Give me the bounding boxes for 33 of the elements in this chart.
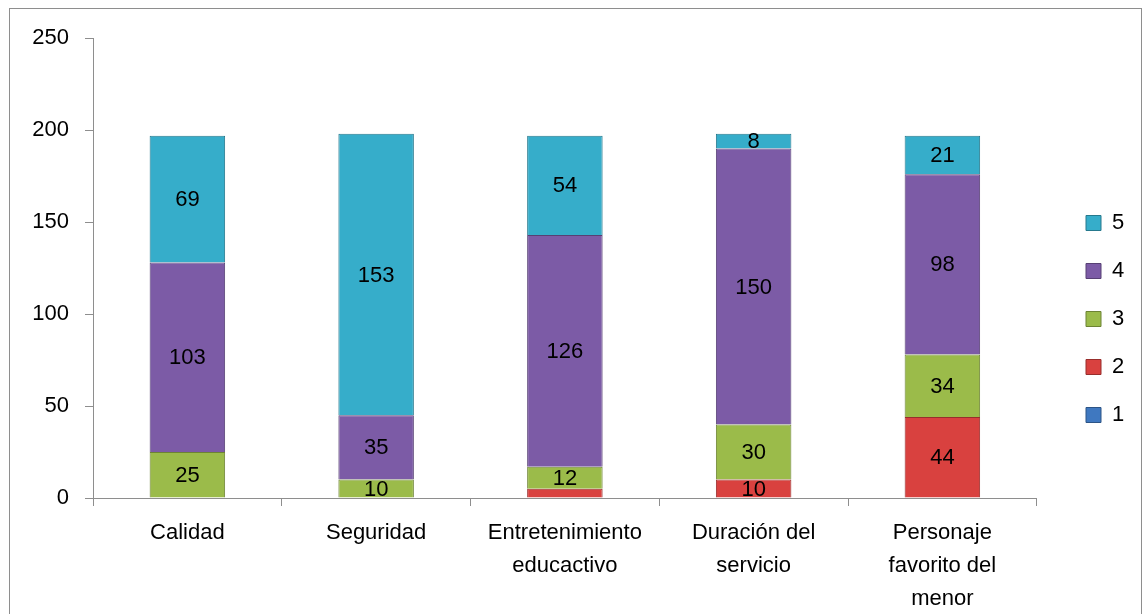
data-label: 8 bbox=[747, 128, 760, 154]
data-label: 10 bbox=[741, 475, 766, 501]
legend-label: 1 bbox=[1112, 401, 1125, 427]
data-label: 150 bbox=[735, 273, 772, 299]
data-label: 12 bbox=[552, 464, 578, 490]
x-tick-label: Seguridad bbox=[325, 518, 427, 544]
x-tick-label: Duración del servicio bbox=[691, 518, 816, 577]
data-label: 54 bbox=[552, 172, 578, 198]
data-label: 25 bbox=[175, 461, 200, 487]
data-label: 126 bbox=[546, 337, 584, 363]
data-label: 30 bbox=[741, 439, 766, 465]
data-label: 21 bbox=[930, 142, 955, 168]
x-tick-label: Entretenimiento educactivo bbox=[487, 518, 642, 577]
y-tick-label: 150 bbox=[32, 208, 69, 234]
data-label: 10 bbox=[363, 475, 389, 501]
data-label: 153 bbox=[357, 261, 395, 287]
data-label: 34 bbox=[930, 372, 955, 398]
y-tick-label: 250 bbox=[32, 24, 69, 50]
legend-label: 5 bbox=[1112, 209, 1125, 235]
data-label: 44 bbox=[930, 444, 955, 470]
data-label: 98 bbox=[930, 251, 955, 277]
y-tick-label: 0 bbox=[56, 484, 69, 510]
data-label: 35 bbox=[363, 434, 389, 460]
data-label: 69 bbox=[175, 186, 200, 212]
y-tick-label: 200 bbox=[32, 116, 69, 142]
legend-label: 4 bbox=[1112, 257, 1125, 283]
legend-label: 2 bbox=[1112, 353, 1125, 379]
y-tick-label: 100 bbox=[32, 300, 69, 326]
x-tick-label: Personaje favorito del menor bbox=[888, 518, 997, 610]
legend-label: 3 bbox=[1112, 305, 1125, 331]
y-tick-label: 50 bbox=[44, 392, 69, 418]
x-tick-label: Calidad bbox=[150, 518, 225, 544]
data-label: 103 bbox=[169, 344, 206, 370]
